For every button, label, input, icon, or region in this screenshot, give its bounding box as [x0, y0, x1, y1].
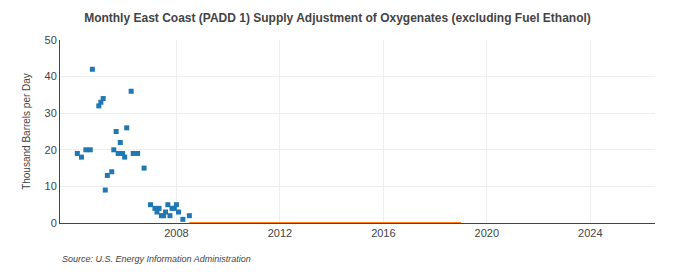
svg-text:20: 20 [45, 144, 57, 156]
svg-text:30: 30 [45, 107, 57, 119]
svg-text:Source: U.S. Energy Informatio: Source: U.S. Energy Information Administ… [62, 254, 251, 264]
svg-text:10: 10 [45, 180, 57, 192]
svg-text:2008: 2008 [164, 227, 188, 239]
svg-text:0: 0 [51, 217, 57, 229]
svg-text:Monthly East Coast (PADD 1) Su: Monthly East Coast (PADD 1) Supply Adjus… [84, 11, 591, 25]
svg-text:2024: 2024 [578, 227, 602, 239]
svg-text:Thousand Barrels per Day: Thousand Barrels per Day [21, 73, 32, 190]
svg-text:50: 50 [45, 34, 57, 46]
svg-text:2020: 2020 [475, 227, 499, 239]
svg-text:2012: 2012 [268, 227, 292, 239]
svg-text:2016: 2016 [371, 227, 395, 239]
svg-text:40: 40 [45, 70, 57, 82]
